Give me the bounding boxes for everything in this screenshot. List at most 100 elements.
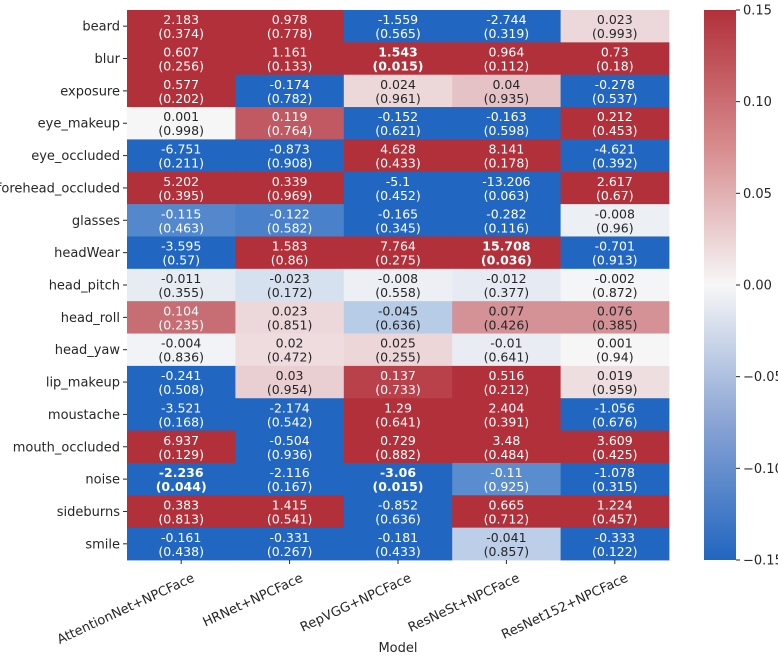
cell-p-value-label: (0.463) (158, 220, 204, 235)
cell-p-value-label: (0.882) (375, 447, 421, 462)
colorbar-tick-label: 0.10 (743, 95, 772, 110)
heatmap-cell (127, 42, 236, 76)
cell-coefficient-label: -0.161 (161, 530, 201, 545)
cell-coefficient-label: 0.001 (163, 109, 199, 124)
cell-coefficient-label: -1.559 (378, 12, 418, 27)
heatmap-cell (452, 74, 561, 108)
row-label: head_roll (61, 311, 120, 326)
cell-p-value-label: (0.961) (375, 91, 421, 106)
cell-p-value-label: (0.267) (267, 544, 313, 559)
cell-p-value-label: (0.935) (484, 91, 530, 106)
cell-coefficient-label: 1.224 (597, 497, 633, 512)
cell-coefficient-label: -0.333 (595, 530, 635, 545)
cell-p-value-label: (0.453) (592, 123, 638, 138)
cell-coefficient-label: 1.415 (272, 497, 308, 512)
cell-coefficient-label: 0.04 (492, 77, 520, 92)
cell-coefficient-label: -0.115 (161, 206, 201, 221)
cell-coefficient-label: -6.751 (161, 142, 201, 157)
cell-coefficient-label: -2.236 (159, 465, 204, 480)
cell-coefficient-label: 4.628 (380, 142, 416, 157)
cell-coefficient-label: 0.02 (276, 336, 304, 351)
cell-p-value-label: (0.508) (158, 382, 204, 397)
cell-coefficient-label: -0.004 (161, 336, 201, 351)
cell-p-value-label: (0.015) (373, 59, 424, 74)
colorbar-tick-label: 0.15 (743, 4, 772, 19)
row-label: lip_makeup (46, 376, 120, 391)
cell-coefficient-label: 0.729 (380, 433, 416, 448)
heatmap-cell (127, 139, 236, 173)
cell-p-value-label: (0.598) (484, 123, 530, 138)
cell-coefficient-label: 0.023 (597, 12, 633, 27)
cell-p-value-label: (0.565) (375, 26, 421, 41)
row-label: noise (85, 473, 120, 488)
row-label: forehead_occluded (0, 181, 120, 196)
cell-coefficient-label: -3.595 (161, 239, 201, 254)
cell-coefficient-label: -0.008 (595, 206, 635, 221)
heatmap-cell (127, 495, 236, 529)
cell-p-value-label: (0.836) (158, 350, 204, 365)
cell-coefficient-label: -0.873 (269, 142, 309, 157)
cell-coefficient-label: -2.744 (486, 12, 526, 27)
cell-p-value-label: (0.385) (592, 317, 638, 332)
cell-coefficient-label: 0.383 (163, 497, 199, 512)
heatmap-cell (560, 74, 670, 108)
cell-coefficient-label: 5.202 (163, 174, 199, 189)
heatmap-cell (343, 301, 453, 334)
cell-p-value-label: (0.998) (158, 123, 204, 138)
heatmap-cell (452, 462, 561, 496)
cell-p-value-label: (0.676) (592, 414, 638, 429)
cell-p-value-label: (0.235) (158, 317, 204, 332)
cell-coefficient-label: 6.937 (163, 433, 199, 448)
cell-p-value-label: (0.621) (375, 123, 421, 138)
cell-coefficient-label: 3.48 (492, 433, 520, 448)
cell-p-value-label: (0.452) (375, 188, 421, 203)
cell-p-value-label: (0.044) (156, 479, 207, 494)
cell-coefficient-label: -0.331 (269, 530, 309, 545)
heatmap-cell (452, 398, 561, 431)
row-label: sideburns (57, 505, 120, 520)
heatmap-cell (127, 204, 236, 237)
cell-coefficient-label: -0.045 (378, 303, 418, 318)
heatmap-cell (127, 430, 236, 464)
cell-coefficient-label: -0.165 (378, 206, 418, 221)
heatmap-cell (127, 398, 236, 431)
cell-p-value-label: (0.275) (375, 253, 421, 268)
heatmap-cell (560, 301, 670, 334)
cell-p-value-label: (0.015) (373, 479, 424, 494)
cell-coefficient-label: -2.174 (269, 400, 309, 415)
cell-p-value-label: (0.582) (267, 220, 313, 235)
cell-p-value-label: (0.813) (158, 511, 204, 526)
heatmap-cell (343, 398, 453, 431)
cell-coefficient-label: 15.708 (482, 239, 530, 254)
cell-coefficient-label: 0.119 (272, 109, 308, 124)
cell-coefficient-label: -0.241 (161, 368, 201, 383)
cell-p-value-label: (0.778) (267, 26, 313, 41)
cell-p-value-label: (0.872) (592, 285, 638, 300)
heatmap-cell (560, 333, 670, 367)
heatmap-cell (127, 301, 236, 334)
row-label: glasses (72, 214, 120, 229)
cell-p-value-label: (0.712) (484, 511, 530, 526)
cell-coefficient-label: -0.01 (490, 336, 522, 351)
cell-p-value-label: (0.959) (592, 382, 638, 397)
colorbar-tick-label: −0.10 (743, 462, 778, 477)
cell-coefficient-label: -0.012 (486, 271, 526, 286)
cell-p-value-label: (0.133) (267, 59, 313, 74)
heatmap-cell (235, 301, 345, 334)
row-label: smile (85, 537, 120, 552)
row-label: blur (95, 52, 121, 67)
cell-coefficient-label: -0.282 (486, 206, 526, 221)
cell-p-value-label: (0.345) (375, 220, 421, 235)
heatmap-cell (235, 236, 345, 270)
cell-p-value-label: (0.063) (484, 188, 530, 203)
cell-coefficient-label: -0.174 (269, 77, 309, 92)
cell-coefficient-label: -0.11 (490, 465, 522, 480)
heatmap-cell (343, 139, 453, 173)
cell-p-value-label: (0.925) (484, 479, 530, 494)
cell-p-value-label: (0.484) (484, 447, 530, 462)
heatmap-cell (560, 268, 670, 302)
heatmap-cell (560, 107, 670, 140)
cell-p-value-label: (0.172) (267, 285, 313, 300)
cell-coefficient-label: -0.181 (378, 530, 418, 545)
heatmap-cell (560, 42, 670, 76)
